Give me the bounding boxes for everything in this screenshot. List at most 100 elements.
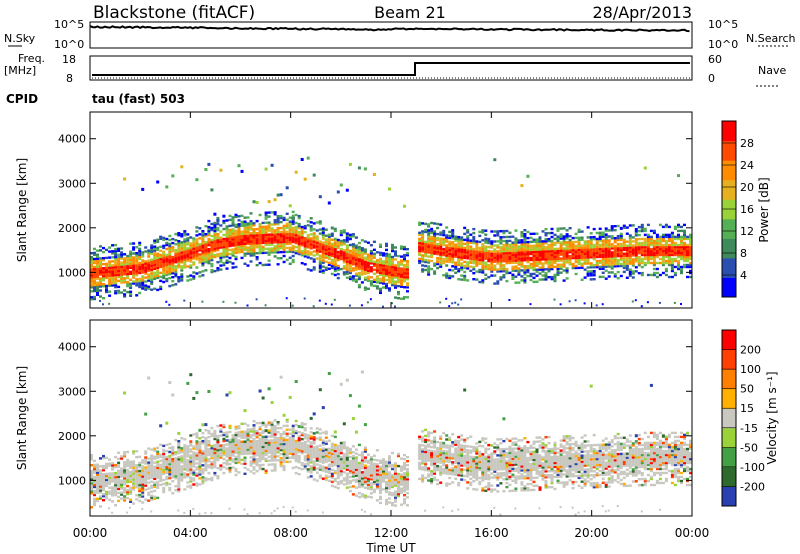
heatmap-cell bbox=[300, 450, 304, 453]
heatmap-cell bbox=[216, 448, 220, 452]
heatmap-cell bbox=[150, 480, 154, 483]
heatmap-cell bbox=[550, 227, 554, 231]
heatmap-cell bbox=[532, 260, 536, 263]
heatmap-cell bbox=[108, 274, 112, 277]
heatmap-cell bbox=[553, 241, 557, 245]
heatmap-cell bbox=[652, 253, 656, 257]
heatmap-cell bbox=[418, 241, 422, 245]
heatmap-cell bbox=[306, 446, 310, 449]
heatmap-cell bbox=[285, 440, 289, 443]
heatmap-cell bbox=[460, 264, 464, 267]
heatmap-cell bbox=[219, 224, 223, 227]
heatmap-cell bbox=[90, 260, 93, 263]
heatmap-cell bbox=[93, 481, 96, 485]
heatmap-cell bbox=[439, 245, 443, 248]
heatmap-cell bbox=[493, 268, 497, 271]
heatmap-cell bbox=[514, 257, 518, 260]
heatmap-cell bbox=[448, 236, 452, 240]
heatmap-cell bbox=[165, 467, 169, 471]
heatmap-cell bbox=[306, 256, 310, 259]
heatmap-cell bbox=[198, 227, 202, 230]
heatmap-cell bbox=[282, 413, 286, 417]
heatmap-cell bbox=[454, 265, 458, 268]
heatmap-cell bbox=[565, 229, 569, 232]
heatmap-cell bbox=[165, 483, 169, 487]
heatmap-cell bbox=[93, 257, 96, 261]
heatmap-cell bbox=[520, 261, 524, 264]
heatmap-cell bbox=[655, 255, 659, 259]
heatmap-cell bbox=[490, 246, 494, 249]
heatmap-cell bbox=[529, 274, 533, 278]
heatmap-cell bbox=[499, 230, 503, 233]
heatmap-cell bbox=[324, 234, 328, 237]
heatmap-cell bbox=[574, 252, 578, 256]
heatmap-cell bbox=[111, 244, 115, 247]
heatmap-cell bbox=[249, 430, 253, 433]
heatmap-cell bbox=[601, 233, 605, 236]
heatmap-cell bbox=[282, 432, 286, 436]
heatmap-cell bbox=[589, 250, 593, 253]
heatmap-cell bbox=[541, 250, 545, 253]
heatmap-cell bbox=[216, 452, 220, 456]
heatmap-cell bbox=[168, 442, 172, 446]
heatmap-cell bbox=[96, 487, 99, 490]
heatmap-cell bbox=[649, 229, 653, 233]
heatmap-cell bbox=[580, 264, 584, 267]
heatmap-cell bbox=[601, 261, 605, 264]
heatmap-cell bbox=[174, 253, 178, 256]
heatmap-cell bbox=[451, 257, 455, 260]
heatmap-cell bbox=[246, 513, 249, 515]
heatmap-cell bbox=[318, 299, 321, 302]
heatmap-cell bbox=[436, 222, 440, 226]
heatmap-cell bbox=[484, 249, 488, 252]
heatmap-cell bbox=[120, 255, 124, 258]
heatmap-cell bbox=[430, 255, 434, 259]
heatmap-cell bbox=[297, 430, 301, 434]
heatmap-cell bbox=[153, 469, 157, 472]
heatmap-cell bbox=[156, 468, 160, 471]
heatmap-cell bbox=[670, 233, 674, 237]
heatmap-cell bbox=[225, 249, 229, 252]
heatmap-cell bbox=[186, 475, 190, 478]
heatmap-cell bbox=[391, 283, 394, 287]
heatmap-cell bbox=[385, 248, 388, 252]
heatmap-cell bbox=[291, 466, 295, 470]
heatmap-cell bbox=[598, 255, 602, 259]
heatmap-cell bbox=[303, 251, 307, 254]
heatmap-cell bbox=[436, 256, 440, 260]
heatmap-cell bbox=[240, 446, 244, 449]
heatmap-cell bbox=[96, 273, 99, 276]
heatmap-cell bbox=[105, 464, 108, 468]
heatmap-cell bbox=[463, 274, 467, 278]
heatmap-cell bbox=[357, 166, 361, 170]
heatmap-cell bbox=[111, 486, 115, 489]
heatmap-cell bbox=[604, 241, 608, 244]
heatmap-cell bbox=[210, 452, 214, 456]
heatmap-cell bbox=[460, 236, 464, 239]
heatmap-cell bbox=[508, 299, 511, 301]
heatmap-cell bbox=[601, 239, 605, 242]
heatmap-cell bbox=[204, 251, 208, 254]
heatmap-cell bbox=[129, 256, 133, 259]
heatmap-cell bbox=[144, 482, 148, 485]
heatmap-cell bbox=[586, 244, 590, 247]
heatmap-cell bbox=[141, 263, 145, 266]
heatmap-cell bbox=[505, 259, 509, 263]
heatmap-cell bbox=[544, 252, 548, 255]
heatmap-cell bbox=[327, 257, 331, 260]
heatmap-cell bbox=[258, 213, 262, 217]
heatmap-cell bbox=[312, 246, 316, 249]
heatmap-cell bbox=[270, 211, 274, 214]
heatmap-cell bbox=[610, 229, 614, 232]
heatmap-cell bbox=[180, 479, 184, 482]
heatmap-cell bbox=[213, 447, 217, 451]
heatmap-cell bbox=[478, 252, 482, 256]
heatmap-cell bbox=[372, 264, 376, 267]
heatmap-cell bbox=[369, 250, 373, 253]
heatmap-cell bbox=[511, 253, 515, 256]
heatmap-cell bbox=[484, 241, 488, 244]
heatmap-cell bbox=[321, 453, 325, 456]
heatmap-cell bbox=[324, 260, 328, 263]
heatmap-cell bbox=[273, 457, 277, 460]
heatmap-cell bbox=[448, 274, 452, 278]
